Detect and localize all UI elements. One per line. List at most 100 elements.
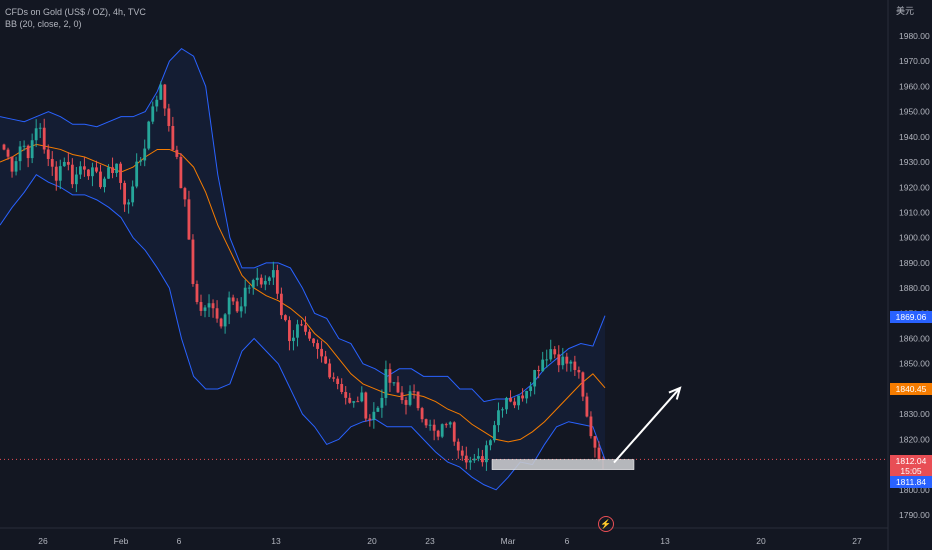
candle-body	[316, 343, 319, 349]
candle-body	[597, 447, 601, 459]
x-tick-label: 13	[271, 536, 281, 546]
candle-body	[296, 324, 299, 338]
candle-body	[400, 392, 404, 401]
candle-body	[541, 359, 545, 372]
candle-body	[376, 407, 380, 412]
candle-body	[312, 338, 315, 344]
candle-body	[263, 280, 267, 285]
indicator-label[interactable]: BB (20, close, 2, 0)	[5, 19, 82, 29]
y-tick-label: 1950.00	[899, 107, 930, 117]
candle-body	[372, 411, 376, 420]
symbol-title[interactable]: CFDs on Gold (US$ / OZ), 4h, TVC	[5, 7, 146, 17]
candle-body	[408, 391, 412, 405]
candle-body	[50, 158, 54, 167]
candle-body	[288, 320, 291, 342]
candle-body	[573, 361, 577, 371]
candle-body	[151, 106, 155, 122]
y-tick-label: 1850.00	[899, 359, 930, 369]
candle-body	[227, 297, 231, 315]
candle-body	[464, 455, 468, 463]
y-tick-label: 1800.00	[899, 485, 930, 495]
candle-body	[255, 277, 259, 281]
candle-body	[428, 424, 432, 426]
candle-body	[42, 127, 46, 150]
y-tick-label: 1970.00	[899, 56, 930, 66]
candle-body	[448, 422, 452, 425]
candle-body	[195, 283, 199, 303]
candle-body	[292, 337, 295, 342]
bb-upper-line	[0, 47, 606, 403]
candle-body	[452, 422, 456, 442]
candle-body	[569, 361, 573, 364]
candle-body	[472, 458, 476, 461]
bb-basis-line	[0, 143, 606, 443]
x-tick-label: 23	[425, 536, 435, 546]
candle-body	[444, 424, 448, 426]
candle-body	[143, 148, 147, 161]
candle-body	[34, 128, 38, 141]
candle-body	[267, 277, 271, 281]
candle-body	[304, 325, 307, 332]
bb-fill	[0, 48, 605, 490]
candle-body	[360, 392, 364, 402]
candle-body	[139, 160, 143, 162]
candle-body	[95, 167, 98, 172]
candle-body	[167, 108, 171, 126]
candle-body	[300, 324, 303, 326]
x-tick-label: Feb	[114, 536, 129, 546]
candle-body	[199, 302, 203, 311]
bb-lower-line	[0, 173, 606, 491]
bar-countdown: 15:05	[900, 466, 922, 476]
candle-body	[501, 409, 504, 411]
support-zone	[491, 459, 635, 470]
last-price-tag: 1812.04 15:05	[890, 455, 932, 477]
candle-body	[259, 277, 263, 285]
candle-body	[396, 382, 400, 393]
y-tick-label: 1930.00	[899, 157, 930, 167]
candle-body	[211, 303, 215, 309]
candle-body	[171, 125, 175, 150]
candle-body	[432, 424, 436, 431]
candle-body	[557, 354, 561, 366]
last-price-value: 1812.04	[895, 456, 927, 466]
candle-body	[175, 149, 179, 157]
x-tick-label: 6	[177, 536, 182, 546]
candle-body	[320, 348, 323, 357]
y-tick-label: 1890.00	[899, 258, 930, 268]
candle-body	[74, 174, 78, 185]
candle-body	[561, 356, 565, 366]
candle-body	[529, 386, 533, 391]
candle-body	[251, 280, 255, 288]
candle-body	[147, 121, 151, 149]
x-tick-label: 6	[565, 536, 570, 546]
x-tick-label: 20	[367, 536, 377, 546]
candle-body	[22, 145, 26, 147]
candle-body	[348, 397, 352, 403]
candle-body	[489, 440, 492, 446]
candle-body	[127, 202, 131, 205]
candle-body	[368, 418, 372, 420]
candle-body	[549, 349, 553, 360]
candle-body	[219, 318, 223, 327]
candle-body	[533, 370, 537, 387]
currency-label[interactable]: 美元	[895, 6, 914, 16]
lightning-icon[interactable]: ⚡	[598, 516, 614, 532]
candle-body	[585, 396, 589, 417]
bb-upper-price-tag: 1869.06	[890, 311, 932, 323]
candle-body	[30, 140, 34, 159]
candle-body	[187, 199, 191, 240]
candle-body	[6, 149, 10, 157]
candle-body	[364, 392, 368, 419]
candle-body	[565, 356, 569, 364]
candle-body	[207, 303, 211, 308]
candle-body	[456, 441, 460, 451]
candle-body	[18, 146, 22, 162]
y-tick-label: 1960.00	[899, 81, 930, 91]
candle-body	[284, 315, 287, 321]
y-tick-label: 1790.00	[899, 510, 930, 520]
candle-body	[460, 450, 464, 456]
candle-body	[14, 161, 18, 172]
candle-body	[2, 144, 6, 150]
candle-body	[352, 401, 356, 403]
